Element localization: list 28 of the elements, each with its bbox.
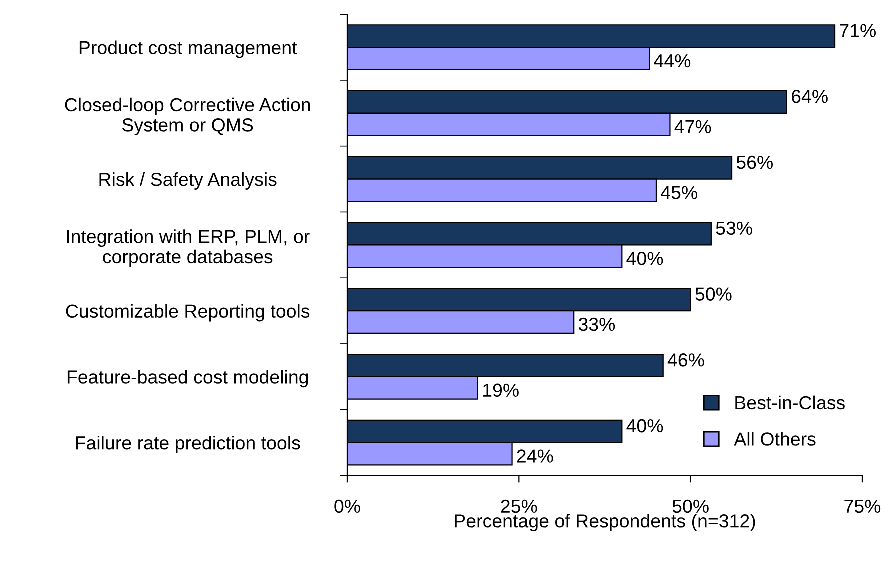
x-tick-label: 0%: [334, 500, 360, 514]
data-label: 45%: [661, 186, 698, 200]
data-label: 47%: [674, 120, 712, 134]
legend-label: All Others: [734, 432, 816, 446]
y-tick-label: Risk / Safety Analysis: [100, 172, 277, 190]
data-label: 33%: [578, 318, 616, 332]
legend-label: Best-in-Class: [736, 396, 845, 410]
x-axis-title: Percentage of Respondents (n=312): [455, 514, 756, 532]
data-label: 44%: [654, 54, 691, 68]
y-tick-label: Feature-based cost modeling: [68, 370, 308, 388]
x-tick-label: 25%: [501, 500, 538, 514]
y-tick-label: Product cost management: [80, 40, 298, 58]
data-label: 40%: [626, 419, 664, 433]
y-tick-label: Closed-loop Corrective Action System or QMS: [65, 98, 310, 136]
y-tick-label: Integration with ERP, PLM, or corporate databases: [67, 230, 310, 268]
x-tick-label: 50%: [672, 500, 709, 514]
data-label: 24%: [517, 450, 554, 463]
data-label: 56%: [736, 156, 773, 170]
data-label: 50%: [696, 288, 732, 301]
data-label: 64%: [792, 90, 828, 104]
y-tick-label: Failure rate prediction tools: [76, 436, 300, 454]
data-label: 40%: [626, 252, 664, 266]
data-label: 71%: [840, 24, 876, 38]
x-tick-label: 75%: [844, 500, 881, 514]
data-label: 53%: [716, 222, 752, 236]
data-label: 19%: [484, 384, 519, 398]
y-tick-label: Customizable Reporting tools: [66, 304, 310, 322]
data-label: 46%: [668, 354, 704, 367]
